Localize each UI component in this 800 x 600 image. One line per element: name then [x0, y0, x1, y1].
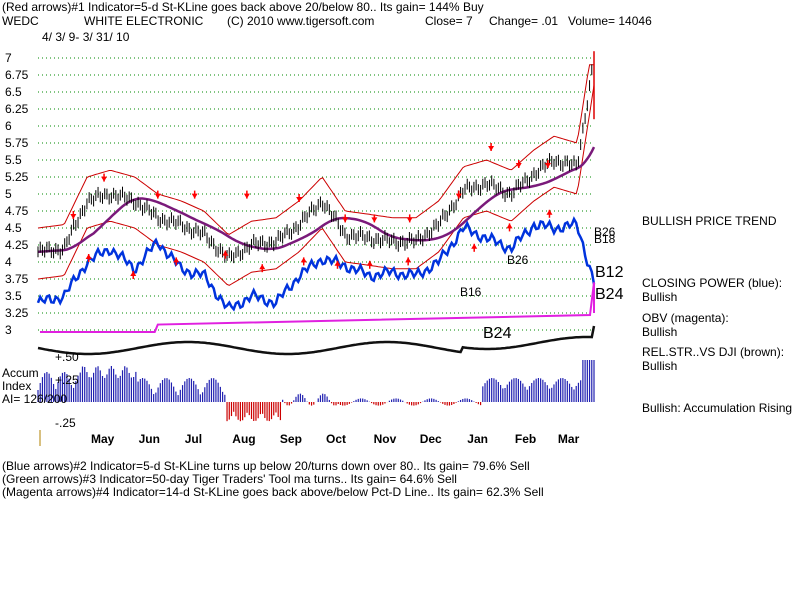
volume-value: Volume= 14046: [568, 14, 652, 28]
closing-power-line: [36, 216, 596, 312]
y-tick-label: 4.5: [5, 221, 22, 235]
buy-arrowhead: [366, 260, 373, 266]
y-tick-label: 5.75: [5, 136, 29, 150]
sell-arrowhead: [191, 193, 198, 199]
copyright: (C) 2010 www.tigersoft.com: [227, 14, 375, 28]
y-tick-label: 7: [5, 51, 12, 65]
indicator-4-description: (Magenta arrows)#4 Indicator=14-d St-KLi…: [2, 485, 544, 499]
buy-arrowhead: [130, 271, 137, 276]
y-tick-label: 5: [5, 187, 12, 201]
rel-strength-line: [37, 325, 596, 356]
y-tick-label: 6: [5, 119, 12, 133]
lower-band-line: [37, 85, 595, 286]
y-tick-label: 3.75: [5, 272, 29, 286]
sell-arrowhead: [243, 193, 250, 199]
x-month-label: Nov: [374, 432, 397, 446]
annotation-b26-mid: B26: [507, 253, 529, 267]
accum-tick-plus-25: +.25: [55, 373, 79, 387]
y-tick-label: 3.25: [5, 306, 29, 320]
annotation-b24-mid: B24: [483, 325, 512, 342]
x-month-label: Feb: [515, 432, 536, 446]
y-tick-label: 4: [5, 255, 12, 269]
close-value: Close= 7: [425, 14, 473, 28]
buy-arrowhead: [334, 260, 341, 266]
x-month-label: Oct: [326, 432, 346, 446]
sell-arrowhead: [342, 217, 349, 223]
y-tick-label: 6.75: [5, 68, 29, 82]
x-month-label: Jul: [185, 432, 202, 446]
ticker-symbol: WEDC: [2, 14, 39, 28]
obv-line: [40, 282, 595, 334]
closing-power-label: CLOSING POWER (blue):: [642, 276, 783, 290]
buy-arrowhead: [85, 254, 92, 259]
annotation-b26-right: B26: [594, 225, 616, 239]
x-month-label: Aug: [232, 432, 255, 446]
obv-value: Bullish: [642, 325, 678, 339]
company-name: WHITE ELECTRONIC: [84, 14, 204, 28]
buy-arrowhead: [405, 257, 412, 263]
sell-arrowhead: [515, 163, 522, 168]
sell-arrowhead: [371, 217, 378, 223]
x-month-label: Dec: [420, 432, 442, 446]
accum-tick-plus-50: +.50: [55, 350, 79, 364]
sell-arrowhead: [296, 197, 303, 202]
annotation-b18: B18: [594, 232, 616, 246]
indicator-2-description: (Blue arrows)#2 Indicator=5-d St-KLine t…: [2, 459, 530, 473]
y-tick-label: 6.5: [5, 85, 22, 99]
change-value: Change= .01: [489, 14, 559, 28]
accumulation-rising-label: Bullish: Accumulation Rising: [642, 401, 793, 415]
sell-arrowhead: [488, 146, 495, 151]
y-tick-label: 5.25: [5, 170, 29, 184]
accum-ai-value: AI= 126/200: [2, 392, 68, 406]
buy-arrowhead: [173, 257, 180, 263]
relstr-value: Bullish: [642, 359, 678, 373]
price-trend-label: BULLISH PRICE TREND: [642, 214, 777, 228]
sell-arrowhead: [101, 176, 108, 182]
buy-arrowhead: [222, 250, 229, 256]
y-tick-label: 6.25: [5, 102, 29, 116]
indicator-3-description: (Green arrows)#3 Indicator=50-day Tiger …: [2, 472, 457, 486]
sell-arrowhead: [455, 193, 462, 199]
sell-arrowhead: [406, 217, 413, 223]
indicator-1-description: (Red arrows)#1 Indicator=5-d St-KLine go…: [2, 0, 484, 14]
moving-average-line: [37, 146, 596, 254]
buy-arrowhead: [259, 264, 266, 270]
accum-title-line2: Index: [2, 379, 32, 393]
x-month-label: Jun: [139, 432, 160, 446]
x-month-label: Mar: [558, 432, 580, 446]
closing-power-value: Bullish: [642, 290, 678, 304]
x-month-label: Sep: [280, 432, 302, 446]
y-tick-label: 3.5: [5, 289, 22, 303]
buy-arrowhead: [506, 223, 513, 229]
annotation-b12: B12: [595, 264, 624, 281]
x-month-label: May: [91, 432, 115, 446]
sell-arrowhead: [154, 193, 161, 199]
buy-arrowhead: [300, 257, 307, 263]
buy-arrowhead: [471, 243, 478, 249]
accum-tick-minus-25: -.25: [55, 416, 76, 430]
buy-arrowhead: [546, 209, 553, 215]
sell-arrowhead: [70, 214, 77, 219]
annotation-b16: B16: [460, 285, 482, 299]
annotation-b24-right: B24: [595, 286, 624, 303]
x-month-label: Jan: [467, 432, 488, 446]
y-tick-label: 5.5: [5, 153, 22, 167]
y-tick-label: 4.25: [5, 238, 29, 252]
y-tick-label: 3: [5, 323, 12, 337]
obv-label: OBV (magenta):: [642, 311, 729, 325]
relstr-label: REL.STR..VS DJI (brown):: [642, 345, 785, 359]
y-tick-label: 4.75: [5, 204, 29, 218]
upper-band-line: [37, 64, 594, 235]
date-range: 4/ 3/ 9- 3/ 31/ 10: [42, 30, 130, 44]
accum-title-line1: Accum: [2, 366, 39, 380]
sell-arrowhead: [544, 163, 551, 168]
